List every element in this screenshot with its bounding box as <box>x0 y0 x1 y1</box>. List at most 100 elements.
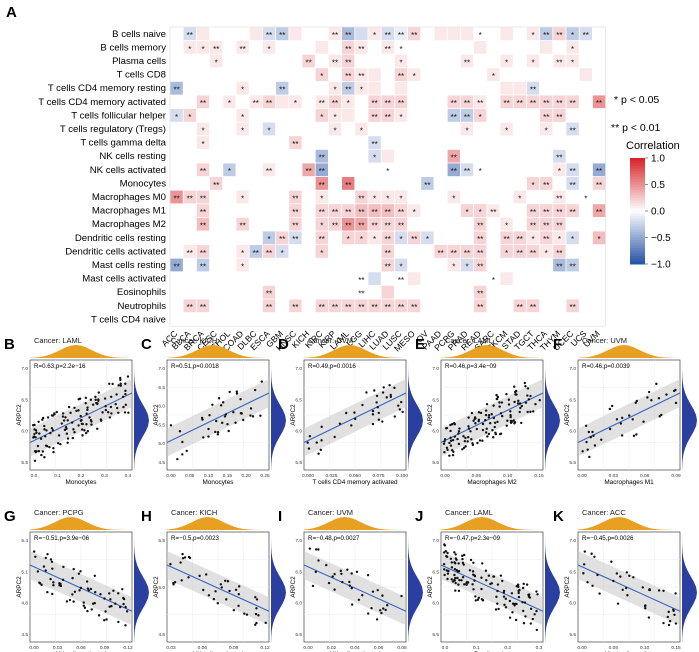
data-point <box>584 424 588 427</box>
colorbar-segment <box>630 173 645 178</box>
significance-mark: ** <box>200 99 206 108</box>
heatmap-cell <box>315 163 328 177</box>
data-point <box>176 457 179 461</box>
heatmap-cell <box>579 68 592 81</box>
data-point <box>90 423 93 426</box>
heatmap-cell <box>315 41 328 54</box>
heatmap-cell <box>500 81 513 95</box>
data-point <box>477 411 481 414</box>
data-point <box>114 402 117 406</box>
heatmap-cell <box>355 190 368 204</box>
heatmap-cell <box>289 204 302 217</box>
data-point <box>217 397 221 400</box>
significance-mark: * <box>188 45 191 54</box>
data-point <box>469 430 472 433</box>
significance-mark: ** <box>187 303 193 312</box>
heatmap-cell <box>447 149 460 163</box>
data-point <box>127 411 130 414</box>
data-point <box>234 421 237 424</box>
data-point <box>515 393 518 396</box>
data-point <box>77 424 80 427</box>
data-point <box>529 607 533 611</box>
heatmap-cell <box>381 41 394 54</box>
data-point <box>72 567 75 571</box>
data-point <box>34 555 37 558</box>
significance-mark: ** <box>530 208 536 217</box>
heatmap-cell <box>408 272 421 285</box>
data-point <box>311 584 315 588</box>
data-point <box>463 439 467 443</box>
y-tick-label: 6.0 <box>569 601 576 607</box>
data-point <box>514 618 518 622</box>
data-point <box>509 415 512 419</box>
significance-mark: ** <box>385 208 391 217</box>
heatmap-row-label: T cells gamma delta <box>80 138 166 149</box>
data-point <box>317 559 320 562</box>
data-point <box>461 557 464 561</box>
heatmap-cell <box>262 27 276 41</box>
heatmap-cell <box>315 109 328 122</box>
data-point <box>108 416 112 419</box>
data-point <box>119 376 122 380</box>
heatmap-cell <box>342 54 355 68</box>
data-point <box>470 411 474 415</box>
data-point <box>39 437 43 440</box>
data-point <box>496 395 500 399</box>
significance-mark: * <box>281 249 284 258</box>
significance-mark: ** <box>424 181 430 190</box>
data-point <box>450 566 454 569</box>
data-point <box>621 588 624 591</box>
y-axis-label: ARPC2 <box>427 576 434 598</box>
heatmap-row-label: Dendritic cells resting <box>75 233 166 244</box>
significance-mark: ** <box>187 194 193 203</box>
heatmap-cell <box>460 54 474 68</box>
data-point <box>88 416 91 419</box>
heatmap-cell <box>526 204 540 217</box>
data-point <box>73 430 76 434</box>
data-point <box>56 442 60 445</box>
colorbar-segment <box>630 216 645 220</box>
data-point <box>73 406 76 409</box>
x-tick-label: 0.09 <box>671 473 681 479</box>
data-point <box>254 623 257 626</box>
data-point <box>307 447 311 450</box>
significance-mark: * <box>545 249 548 258</box>
significance-mark: ** <box>332 208 338 217</box>
data-point <box>505 392 508 396</box>
data-point <box>214 430 217 434</box>
data-point <box>57 434 61 437</box>
data-point <box>446 448 449 451</box>
significance-mark: ** <box>187 31 193 40</box>
data-point <box>446 551 449 555</box>
x-axis-label: Monocytes <box>66 479 97 486</box>
data-point <box>644 607 647 610</box>
data-point <box>506 419 509 422</box>
significance-mark: * <box>571 45 574 54</box>
heatmap-cell <box>315 231 328 245</box>
significance-mark: * <box>241 86 244 95</box>
heatmap-cell <box>381 149 394 163</box>
significance-mark: * <box>241 262 244 271</box>
data-point <box>619 422 623 425</box>
data-point <box>251 415 255 418</box>
data-point <box>468 569 472 572</box>
heatmap-cell <box>236 41 249 54</box>
data-point <box>377 418 381 421</box>
data-point <box>52 447 55 450</box>
data-point <box>472 561 475 565</box>
data-point <box>86 408 89 412</box>
colorbar-segment <box>630 195 645 199</box>
y-tick-label: 5.5 <box>158 538 165 544</box>
significance-mark: ** <box>200 262 206 271</box>
data-point <box>442 442 446 445</box>
data-point <box>38 432 41 435</box>
heatmap-cell <box>474 95 487 109</box>
x-tick-label: 0.00 <box>166 473 176 479</box>
significance-mark: ** <box>358 72 364 81</box>
data-point <box>220 586 223 589</box>
significance-mark: * <box>571 58 574 67</box>
data-point <box>499 574 503 577</box>
data-point <box>514 390 517 394</box>
heatmap-cell <box>460 27 474 41</box>
significance-mark: ** <box>385 235 391 244</box>
